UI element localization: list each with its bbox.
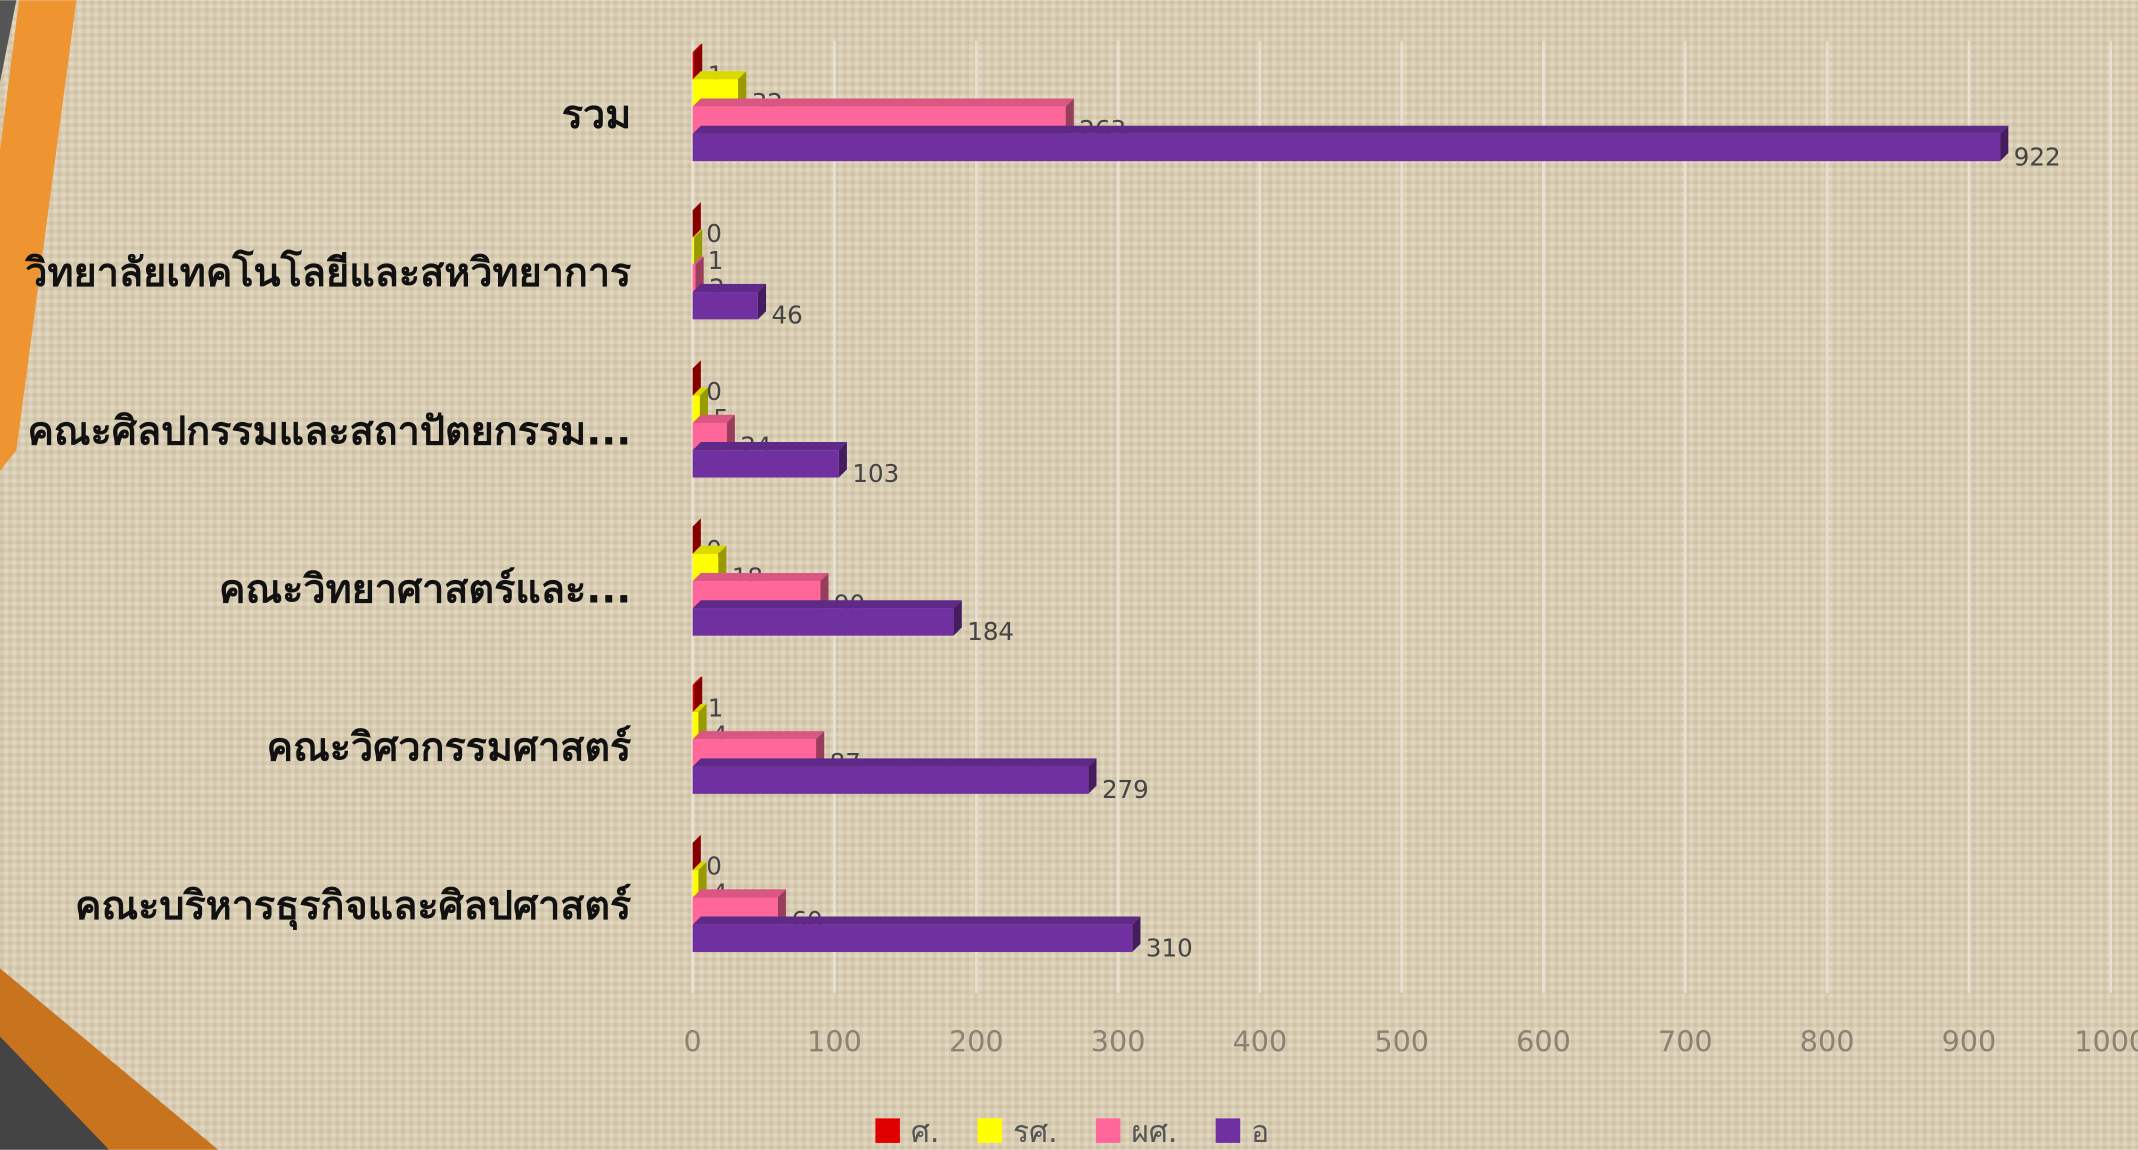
bar-top <box>692 758 1097 767</box>
bar-top <box>692 572 829 582</box>
category-label: รวม <box>562 92 632 138</box>
bar-side <box>694 43 703 80</box>
legend-label: รศ. <box>1013 1115 1058 1150</box>
x-tick-label: 0 <box>684 1024 702 1058</box>
x-tick-label: 400 <box>1233 1024 1288 1058</box>
bar <box>692 264 696 293</box>
bar-side <box>816 731 825 767</box>
bar-top <box>692 545 727 554</box>
data-label: 922 <box>2014 142 2061 171</box>
bar-side <box>738 71 747 107</box>
bar <box>692 712 699 740</box>
category-label: คณะวิทยาศาสตร์และ... <box>219 567 631 613</box>
data-label: 184 <box>967 617 1014 646</box>
bar-top <box>692 283 767 293</box>
data-label: 46 <box>772 301 803 330</box>
bar-side <box>698 703 707 740</box>
bar <box>692 766 1089 794</box>
bar-top <box>692 98 1074 107</box>
bar-side <box>694 229 703 265</box>
bar-side <box>692 202 701 238</box>
bar-side <box>695 256 704 293</box>
category-label: คณะศิลปกรรมและสถาปัตยกรรม... <box>27 408 631 454</box>
bar <box>692 237 695 265</box>
bar <box>692 870 699 898</box>
legend-label: อ <box>1251 1115 1269 1150</box>
bar-side <box>838 442 847 478</box>
bar <box>692 395 700 423</box>
bar-top <box>692 414 735 423</box>
bar-top <box>692 387 708 396</box>
bar-top <box>692 256 704 265</box>
category-label: คณะบริหารธุรกิจและศิลปศาสตร์ <box>75 883 631 930</box>
x-tick-label: 700 <box>1658 1024 1713 1058</box>
bar-top <box>692 442 847 451</box>
bar-top <box>692 703 707 713</box>
bar <box>692 52 695 80</box>
data-label: 103 <box>852 459 899 488</box>
category-label: คณะวิศวกรรมศาสตร์ <box>267 725 632 771</box>
bar-side <box>757 283 767 320</box>
bar <box>692 924 1133 953</box>
stripe-decoration <box>0 0 77 471</box>
bar-side <box>2000 125 2009 162</box>
category-label: วิทยาลัยเทคโนโลยีและสหวิทยาการ <box>25 249 632 296</box>
bar <box>692 450 839 478</box>
bar-side <box>699 387 708 423</box>
bar-top <box>692 229 703 238</box>
legend-swatch <box>1095 1118 1121 1143</box>
legend-label: ศ. <box>911 1115 940 1150</box>
x-tick-label: 500 <box>1374 1024 1429 1058</box>
bar-side <box>692 518 701 554</box>
bar-top <box>692 71 747 80</box>
x-tick-label: 100 <box>807 1024 862 1058</box>
bar-side <box>1132 916 1141 953</box>
x-tick-label: 300 <box>1091 1024 1146 1058</box>
bar-top <box>692 731 825 740</box>
bar-side <box>777 889 786 925</box>
data-label: 1 <box>708 693 724 722</box>
x-tick-label: 200 <box>949 1024 1004 1058</box>
legend-swatch <box>875 1118 900 1143</box>
bar-side <box>692 360 701 396</box>
bar-top <box>692 676 703 685</box>
data-label: 310 <box>1146 933 1193 962</box>
data-label: 279 <box>1102 775 1149 804</box>
bar-side <box>692 834 701 871</box>
bar-top <box>692 43 703 53</box>
bar-side <box>718 545 727 582</box>
legend-label: ผศ. <box>1131 1115 1177 1150</box>
bar-side <box>726 414 735 451</box>
bar-side <box>820 572 829 609</box>
bar-side <box>1065 98 1074 134</box>
bar <box>692 684 695 713</box>
bar <box>692 133 2001 162</box>
bar-side <box>698 862 707 898</box>
plot-area: 01002003004005006007008009001000รวม13226… <box>25 41 2138 1150</box>
bar <box>692 292 758 320</box>
data-label: 0 <box>706 851 722 880</box>
x-tick-label: 800 <box>1800 1024 1855 1058</box>
data-label: 1 <box>708 246 724 275</box>
x-tick-label: 1000 <box>2074 1024 2138 1058</box>
data-label: 0 <box>706 377 722 406</box>
legend-swatch <box>977 1118 1003 1143</box>
x-tick-label: 600 <box>1516 1024 1571 1058</box>
bar-top <box>692 600 962 609</box>
bar <box>692 608 954 636</box>
bar-side <box>694 676 703 713</box>
bar-side <box>953 600 962 636</box>
bar-top <box>692 125 2009 134</box>
bar-top <box>692 862 707 871</box>
x-tick-label: 900 <box>1942 1024 1997 1058</box>
data-label: 0 <box>706 219 722 248</box>
legend-swatch <box>1215 1118 1241 1143</box>
bar-top <box>692 889 786 898</box>
bar-top <box>692 916 1141 925</box>
bar-side <box>1088 758 1097 794</box>
